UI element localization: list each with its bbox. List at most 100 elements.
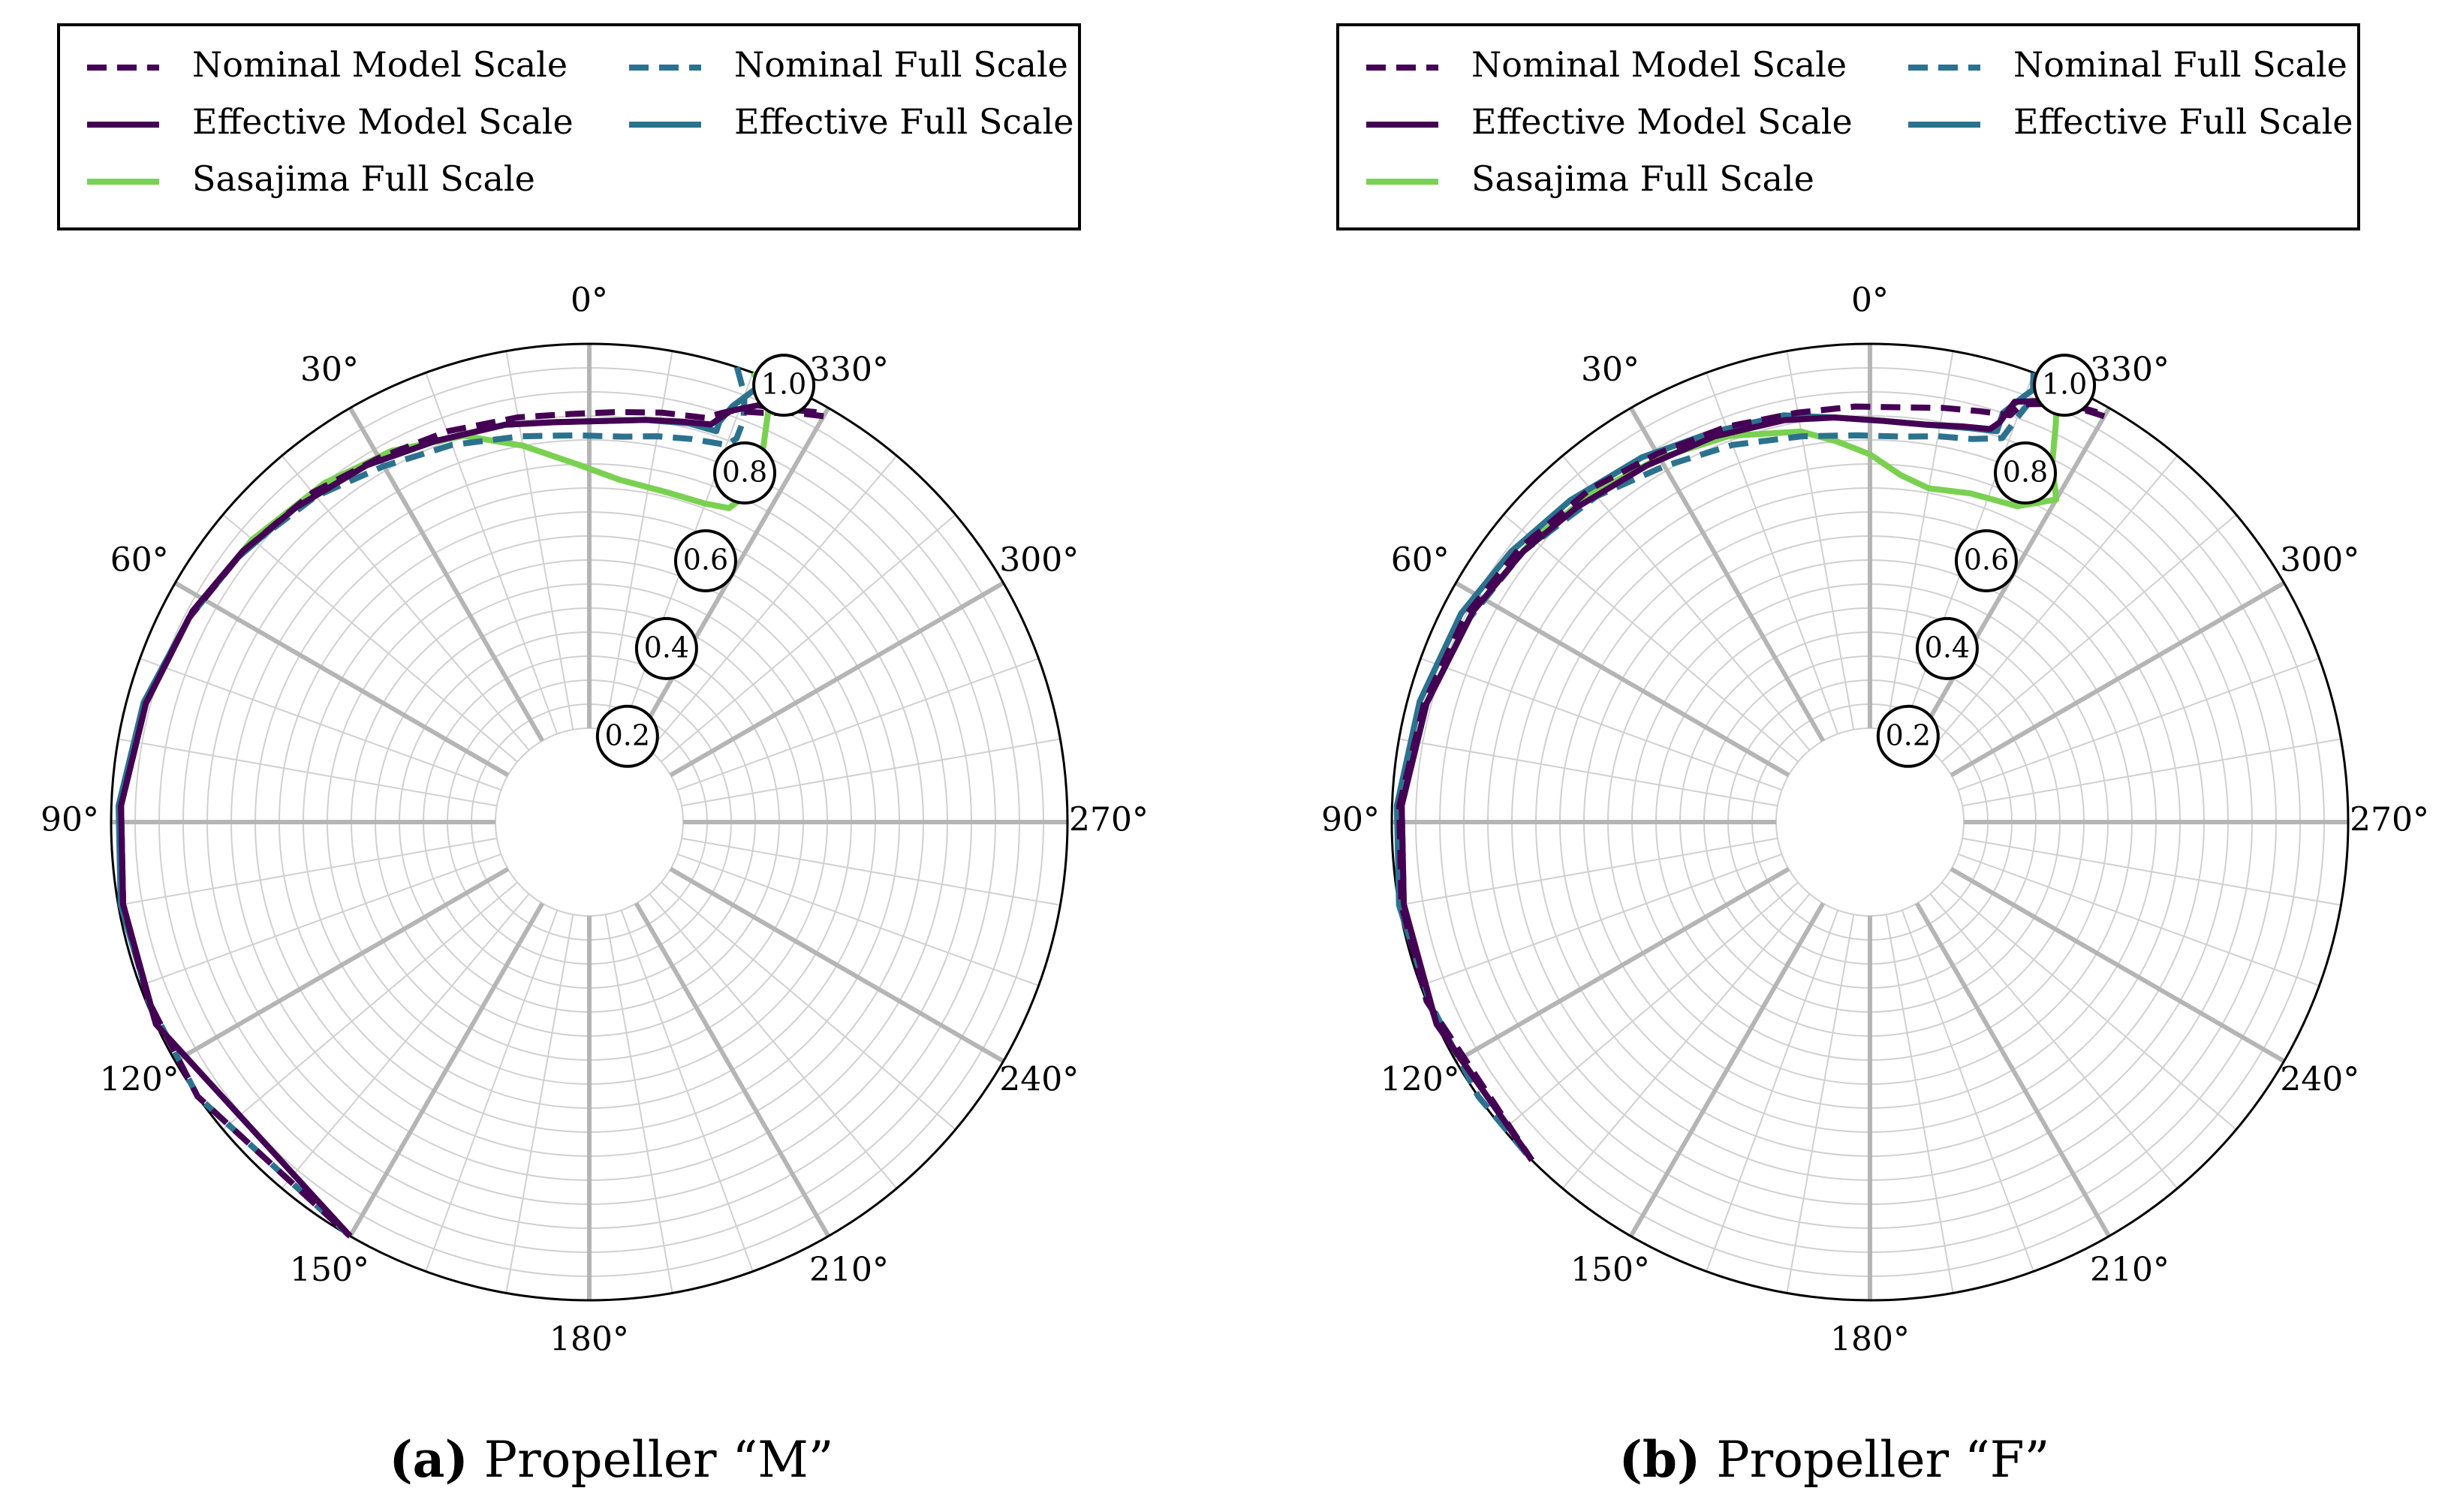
- grid-spoke-major: [669, 580, 1005, 778]
- grid-spoke-minor: [1941, 514, 2237, 763]
- polar-grid: [110, 343, 1068, 1301]
- grid-spoke-minor: [1929, 893, 2179, 1189]
- legend-item-nominal-full-scale: Nominal Full Scale: [1908, 44, 2347, 85]
- grid-spoke-minor: [677, 658, 1039, 791]
- grid-spoke-minor: [140, 853, 501, 986]
- panel-b: 0° 30° 60° 90° 120° 150° 180° 210° 240° 270° 300° 3…: [1321, 23, 2429, 1359]
- angle-tick-label: 180°: [1830, 1321, 1910, 1359]
- radial-tick-circle: [1876, 704, 1940, 768]
- caption-b: (b) Propeller “F”: [1223, 1430, 2445, 1489]
- angle-tick-label: 0°: [1851, 282, 1889, 320]
- grid-spoke-major: [634, 902, 831, 1238]
- radial-tick-label: 0.6: [1964, 543, 2009, 576]
- grid-circle: [1751, 703, 1989, 941]
- grid-circle: [1775, 727, 1965, 917]
- radial-tick-label: 1.0: [2042, 368, 2087, 401]
- radial-tick-label: 1.0: [761, 368, 806, 401]
- angle-tick-label: 0°: [571, 282, 608, 320]
- radial-tick: 0.8: [1994, 441, 2058, 505]
- legend-box: [57, 23, 1081, 230]
- legend-label: Sasajima Full Scale: [1471, 158, 1814, 199]
- grid-spoke-minor: [505, 351, 574, 730]
- grid-spoke-minor: [222, 881, 518, 1131]
- legend-label: Effective Full Scale: [734, 101, 1074, 142]
- caption-b-label: (b): [1618, 1430, 1701, 1489]
- radial-tick: 1.0: [752, 354, 816, 417]
- legend-box: [1336, 23, 2360, 230]
- radial-tick-labels: 0.2 0.4 0.6 0.8 1.0: [1876, 354, 2097, 768]
- grid-spoke-major: [1454, 866, 1790, 1064]
- radial-tick-circle: [1994, 441, 2058, 505]
- radial-tick-circle: [673, 529, 737, 592]
- grid-circle: [471, 703, 708, 941]
- angle-tick-label: 240°: [2280, 1061, 2359, 1099]
- legend-item-nominal-full-scale: Nominal Full Scale: [629, 44, 1068, 85]
- grid-spoke-minor: [681, 738, 1061, 807]
- angle-tick-label: 30°: [300, 351, 359, 389]
- radial-tick-circle: [634, 616, 698, 680]
- angle-tick-label: 30°: [1581, 351, 1640, 389]
- angle-tick-label: 300°: [2280, 541, 2359, 580]
- grid-spoke-minor: [140, 658, 501, 791]
- grid-spoke-minor: [1706, 910, 1839, 1272]
- grid-spoke-minor: [1420, 658, 1782, 791]
- radial-tick: 0.4: [1915, 616, 1979, 680]
- grid-spoke-major: [1950, 866, 2286, 1064]
- angle-tick-label: 90°: [41, 801, 99, 839]
- legend-label: Effective Model Scale: [1471, 101, 1853, 142]
- angle-tick-label: 180°: [550, 1321, 629, 1359]
- grid-spoke-minor: [1399, 837, 1778, 906]
- grid-spoke-minor: [681, 837, 1061, 906]
- series-effective-model-scale: [118, 402, 818, 1239]
- radial-tick-label: 0.4: [644, 631, 689, 664]
- grid-spoke-minor: [620, 910, 754, 1272]
- grid-spoke-minor: [281, 893, 530, 1189]
- angle-tick-label: 240°: [999, 1061, 1079, 1099]
- radial-tick-circle: [713, 441, 777, 505]
- grid-spoke-minor: [1962, 738, 2341, 807]
- grid-spoke-minor: [1958, 658, 2320, 791]
- angle-tick-label: 330°: [809, 351, 889, 389]
- legend-item-sasajima-full-scale: Sasajima Full Scale: [1366, 158, 1814, 199]
- angle-tick-labels: 0° 30° 60° 90° 120° 150° 180° 210° 240° 270° 300° 3…: [1321, 282, 2429, 1359]
- grid-spoke-minor: [118, 837, 498, 906]
- grid-spoke-minor: [677, 853, 1039, 986]
- grid-spoke-minor: [505, 914, 574, 1294]
- radial-tick-label: 0.2: [605, 718, 650, 751]
- grid-spoke-minor: [1941, 881, 2237, 1131]
- legend-label: Nominal Full Scale: [734, 44, 1068, 85]
- radial-tick-circle: [1915, 616, 1979, 680]
- polar-frame: [1390, 342, 2350, 1302]
- legend-label: Sasajima Full Scale: [192, 158, 535, 199]
- polar-frame: [110, 342, 1069, 1302]
- grid-spoke-minor: [604, 914, 673, 1294]
- grid-circle: [495, 727, 684, 917]
- polar-grid: [1391, 343, 2349, 1301]
- angle-tick-label: 210°: [809, 1251, 889, 1289]
- grid-spoke-minor: [1962, 837, 2341, 906]
- legend-label: Nominal Full Scale: [2013, 44, 2347, 85]
- angle-tick-label: 270°: [1069, 801, 1149, 839]
- grid-spoke-minor: [649, 893, 898, 1189]
- grid-spoke-minor: [1420, 853, 1782, 986]
- radial-tick-circle: [1954, 529, 2018, 592]
- angle-tick-label: 270°: [2350, 801, 2429, 839]
- series-effective-model-scale: [1399, 398, 2098, 1162]
- legend-item-effective-full-scale: Effective Full Scale: [1908, 101, 2353, 142]
- legend-label: Nominal Model Scale: [1471, 44, 1847, 85]
- radial-tick: 0.6: [1954, 529, 2018, 592]
- grid-spoke-minor: [1503, 881, 1799, 1131]
- grid-spoke-major: [173, 866, 510, 1064]
- radial-tick: 1.0: [2033, 354, 2097, 417]
- grid-spoke-minor: [425, 910, 559, 1272]
- grid-spoke-minor: [118, 738, 498, 807]
- grid-spoke-major: [1628, 902, 1826, 1238]
- grid-spoke-major: [173, 580, 510, 778]
- panel-a: 0° 30° 60° 90° 120° 150° 180° 210° 240° 270° 300° 3…: [41, 23, 1149, 1359]
- angle-tick-label: 60°: [110, 541, 169, 580]
- grid-spoke-minor: [649, 455, 898, 751]
- grid-spoke-minor: [1561, 893, 1811, 1189]
- radial-tick-label: 0.4: [1925, 631, 1970, 664]
- caption-a-label: (a): [389, 1430, 468, 1489]
